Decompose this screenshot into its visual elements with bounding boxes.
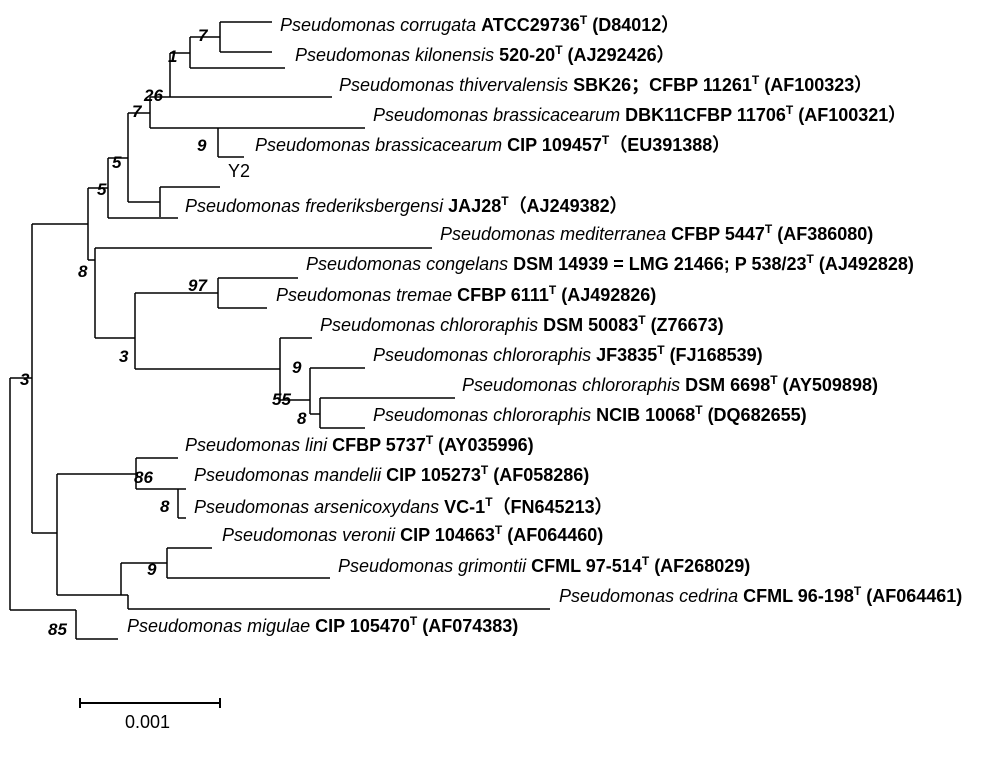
- taxon-label: Pseudomonas brassicacearum CIP 109457T（E…: [255, 131, 730, 157]
- taxon-label: Pseudomonas grimontii CFML 97-514T (AF26…: [338, 554, 750, 577]
- bootstrap-value: 9: [147, 560, 156, 580]
- taxon-label: Pseudomonas arsenicoxydans VC-1T（FN64521…: [194, 493, 613, 519]
- taxon-label: Pseudomonas veronii CIP 104663T (AF06446…: [222, 523, 603, 546]
- taxon-label: Y2: [228, 161, 250, 182]
- bootstrap-value: 7: [132, 102, 141, 122]
- bootstrap-value: 8: [78, 262, 87, 282]
- taxon-label: Pseudomonas thivervalensis SBK26；CFBP 11…: [339, 71, 872, 97]
- taxon-label: Pseudomonas lini CFBP 5737T (AY035996): [185, 433, 534, 456]
- taxon-label: Pseudomonas brassicacearum DBK11CFBP 117…: [373, 101, 906, 127]
- bootstrap-value: 5: [112, 153, 121, 173]
- bootstrap-value: 3: [20, 370, 29, 390]
- taxon-label: Pseudomonas kilonensis 520-20T (AJ292426…: [295, 41, 675, 67]
- bootstrap-value: 7: [198, 26, 207, 46]
- taxon-label: Pseudomonas tremae CFBP 6111T (AJ492826): [276, 283, 656, 306]
- taxon-label: Pseudomonas corrugata ATCC29736T (D84012…: [280, 11, 679, 37]
- bootstrap-value: 55: [272, 390, 291, 410]
- taxon-label: Pseudomonas chlororaphis JF3835T (FJ1685…: [373, 343, 763, 366]
- taxon-label: Pseudomonas chlororaphis NCIB 10068T (DQ…: [373, 403, 807, 426]
- bootstrap-value: 9: [292, 358, 301, 378]
- bootstrap-value: 8: [160, 497, 169, 517]
- bootstrap-value: 86: [134, 468, 153, 488]
- bootstrap-value: 5: [97, 180, 106, 200]
- taxon-label: Pseudomonas migulae CIP 105470T (AF07438…: [127, 614, 518, 637]
- bootstrap-value: 26: [144, 86, 163, 106]
- taxon-label: Pseudomonas frederiksbergensi JAJ28T（AJ2…: [185, 192, 628, 218]
- taxon-label: Pseudomonas chlororaphis DSM 50083T (Z76…: [320, 313, 724, 336]
- bootstrap-value: 9: [197, 136, 206, 156]
- taxon-label: Pseudomonas mandelii CIP 105273T (AF0582…: [194, 463, 589, 486]
- taxon-label: Pseudomonas cedrina CFML 96-198T (AF0644…: [559, 584, 962, 607]
- taxon-label: Pseudomonas mediterranea CFBP 5447T (AF3…: [440, 222, 873, 245]
- bootstrap-value: 1: [168, 47, 177, 67]
- bootstrap-value: 85: [48, 620, 67, 640]
- bootstrap-value: 97: [188, 276, 207, 296]
- bootstrap-value: 8: [297, 409, 306, 429]
- scale-bar-label: 0.001: [125, 712, 170, 733]
- taxon-label: Pseudomonas chlororaphis DSM 6698T (AY50…: [462, 373, 878, 396]
- taxon-label: Pseudomonas congelans DSM 14939 = LMG 21…: [306, 252, 914, 275]
- bootstrap-value: 3: [119, 347, 128, 367]
